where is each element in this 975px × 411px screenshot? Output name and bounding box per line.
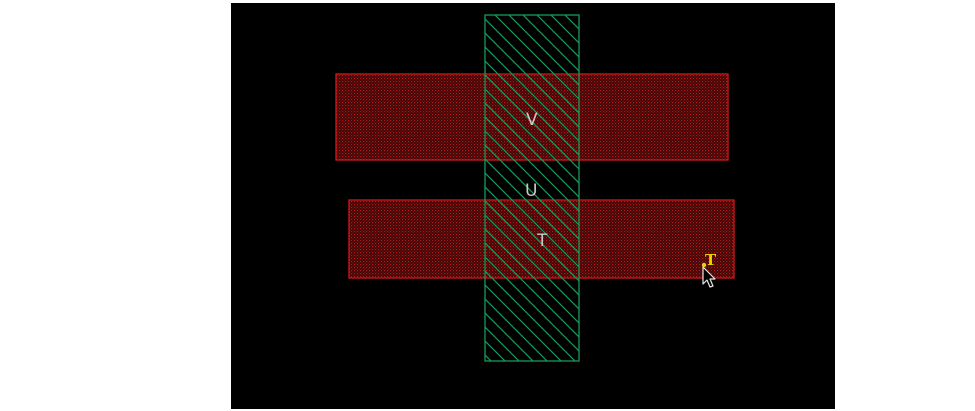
layout-canvas[interactable]: V U T T (231, 3, 835, 409)
arrow-pointer-icon (702, 266, 716, 288)
label-v[interactable]: V (526, 110, 538, 130)
diffusion-rect-vertical[interactable] (484, 14, 580, 362)
layout-drawing[interactable]: V U T T (231, 3, 835, 409)
label-u[interactable]: U (525, 181, 537, 201)
label-active[interactable]: T (705, 251, 717, 269)
label-anchor-dot (701, 262, 707, 268)
label-t[interactable]: T (536, 231, 548, 251)
